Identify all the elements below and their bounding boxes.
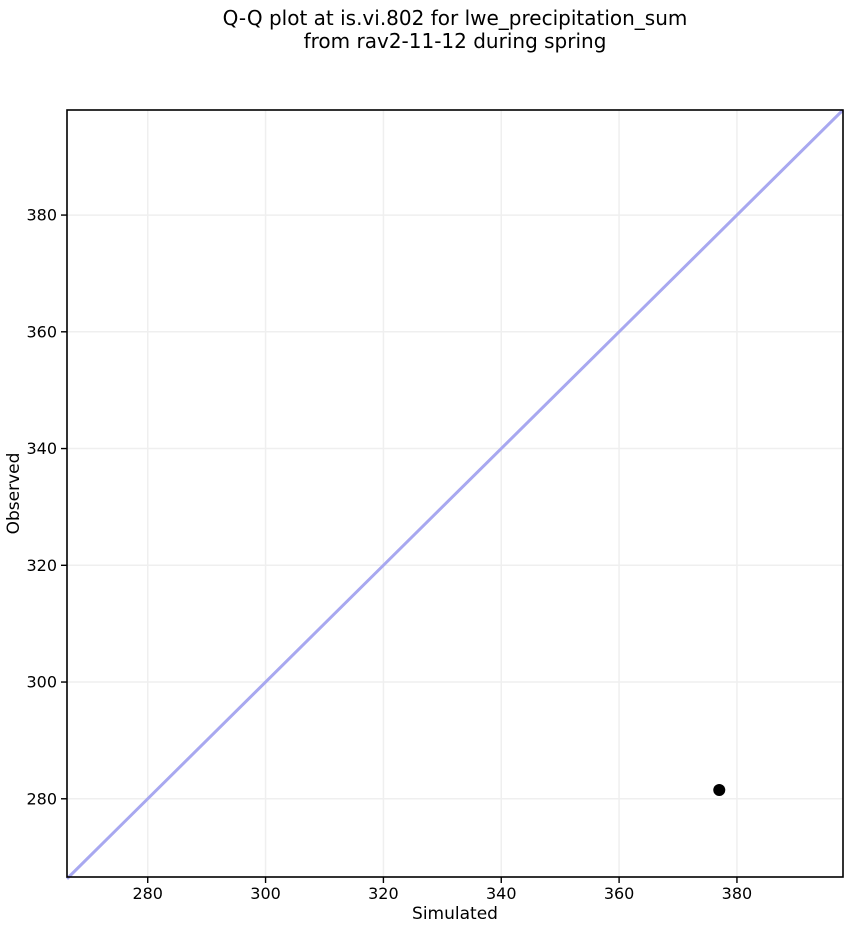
y-tick-label: 380 [26, 206, 57, 225]
identity-line [65, 108, 845, 880]
y-tick-label: 320 [26, 556, 57, 575]
y-tick-label: 280 [26, 789, 57, 808]
x-axis-label: Simulated [412, 904, 498, 924]
x-tick-label: 340 [486, 884, 517, 903]
y-axis-label: Observed [4, 453, 24, 535]
data-point [713, 784, 726, 797]
y-tick-label: 340 [26, 439, 57, 458]
x-tick-label: 380 [722, 884, 753, 903]
x-tick-label: 280 [132, 884, 163, 903]
x-tick-label: 300 [250, 884, 281, 903]
x-tick-label: 320 [368, 884, 399, 903]
chart-title: Q-Q plot at is.vi.802 for lwe_precipitat… [222, 6, 688, 53]
x-tick-label: 360 [604, 884, 635, 903]
axes-spines [66, 109, 844, 878]
y-tick-label: 300 [26, 673, 57, 692]
y-tick-label: 360 [26, 322, 57, 341]
